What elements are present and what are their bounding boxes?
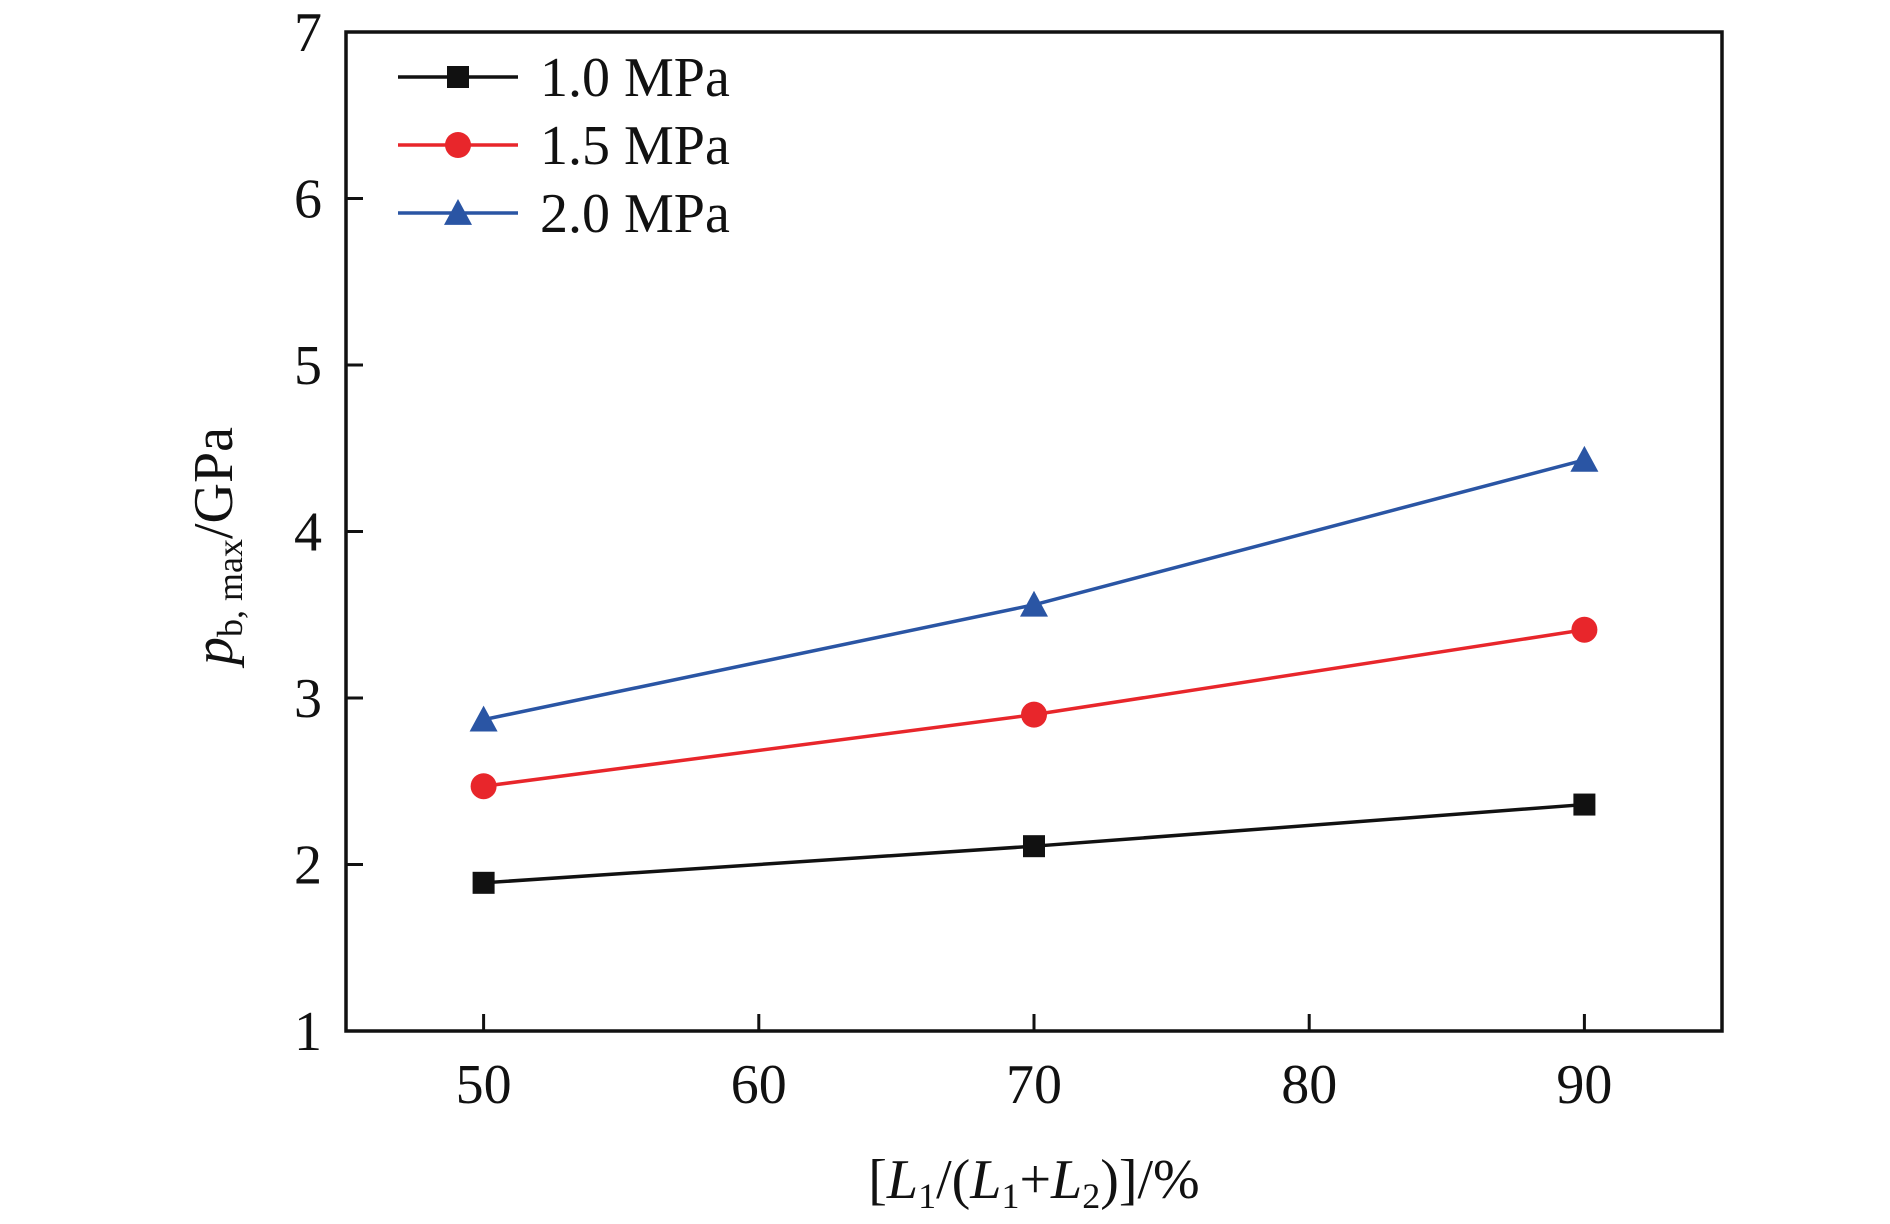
y-tick-label: 5 — [294, 335, 322, 397]
y-tick-label: 2 — [294, 835, 322, 897]
y-tick-label: 1 — [294, 1001, 322, 1063]
data-point — [1021, 701, 1047, 728]
legend-entry: 2.0 MPa — [398, 183, 730, 245]
plot-frame — [344, 30, 1724, 1033]
data-point — [470, 773, 497, 800]
legend-marker — [444, 199, 472, 225]
series-1-5-mpa — [470, 616, 1598, 800]
x-axis-title: [L1/(L1+L2)]/% — [868, 1149, 1199, 1216]
series-1-0-mpa — [472, 793, 1596, 894]
x-tick-label: 50 — [456, 1054, 512, 1116]
data-point — [472, 871, 495, 894]
data-point — [1573, 793, 1596, 816]
series-2-0-mpa — [469, 445, 1599, 732]
x-tick-label: 80 — [1281, 1054, 1337, 1116]
legend-marker — [445, 132, 471, 158]
data-point — [1020, 590, 1048, 617]
legend-marker — [447, 66, 469, 88]
series-layer — [469, 445, 1599, 894]
legend-entry: 1.5 MPa — [398, 115, 730, 177]
y-axis-title: pb, max/GPa — [183, 427, 250, 669]
y-tick-label: 4 — [294, 502, 322, 564]
y-tick-label: 6 — [294, 169, 322, 231]
data-point — [469, 705, 498, 732]
x-tick-label: 90 — [1556, 1054, 1612, 1116]
data-point — [1571, 616, 1598, 643]
legend-label: 1.5 MPa — [540, 115, 730, 177]
axis-ticks: 50 60 70 80 90 1 2 3 4 5 6 7 — [294, 2, 1612, 1116]
x-tick-label: 70 — [1006, 1054, 1062, 1116]
legend-label: 2.0 MPa — [540, 183, 730, 245]
legend-entry: 1.0 MPa — [398, 47, 730, 109]
y-tick-label: 3 — [294, 668, 322, 730]
data-point — [1023, 835, 1045, 858]
x-tick-label: 60 — [731, 1054, 787, 1116]
y-tick-label: 7 — [294, 2, 322, 64]
legend-label: 1.0 MPa — [540, 47, 730, 109]
series-line — [483, 458, 1585, 722]
data-point — [1570, 445, 1599, 472]
